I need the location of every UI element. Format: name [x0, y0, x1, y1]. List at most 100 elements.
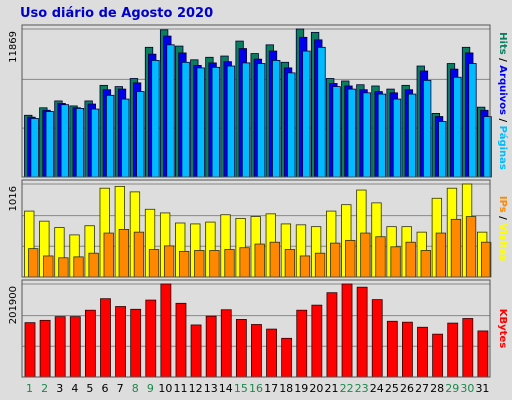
- bar-ips-day-12: [194, 250, 205, 278]
- bar-kbytes-day-13: [205, 315, 217, 378]
- x-tick-label-day-13: 13: [204, 382, 218, 395]
- bar-ips-day-21: [330, 242, 341, 278]
- bar-páginas-day-15: [241, 62, 251, 178]
- bar-ips-day-11: [179, 250, 190, 278]
- bar-ips-day-6: [103, 232, 114, 278]
- x-tick-label-day-21: 21: [324, 382, 338, 395]
- x-tick-label-day-3: 3: [56, 382, 63, 395]
- bar-kbytes-day-16: [251, 324, 262, 378]
- bar-kbytes-day-31: [477, 330, 489, 378]
- bar-kbytes-day-27: [417, 326, 428, 378]
- legend-entry-ips: IPs: [497, 196, 508, 213]
- bar-ips-day-7: [118, 229, 129, 278]
- x-tick-label-day-23: 23: [355, 382, 369, 395]
- x-tick-label-day-22: 22: [340, 382, 354, 395]
- bar-ips-day-26: [405, 241, 416, 278]
- x-tick-label-day-18: 18: [279, 382, 293, 395]
- bar-kbytes-day-3: [54, 316, 66, 378]
- bar-páginas-day-5: [90, 108, 100, 178]
- bar-kbytes-day-11: [175, 302, 187, 378]
- bar-páginas-day-16: [256, 63, 266, 178]
- bar-ips-day-30: [465, 216, 477, 278]
- bar-kbytes-day-21: [326, 292, 338, 378]
- x-tick-label-day-1: 1: [26, 382, 33, 395]
- bar-ips-day-29: [450, 218, 462, 278]
- legend-separator: /: [497, 55, 508, 66]
- bar-ips-day-25: [390, 246, 401, 278]
- bar-ips-day-27: [420, 250, 431, 278]
- bar-páginas-day-17: [272, 60, 281, 178]
- x-tick-label-day-5: 5: [86, 382, 93, 395]
- x-tick-label-day-20: 20: [309, 382, 323, 395]
- bar-kbytes-day-28: [432, 333, 444, 378]
- bar-páginas-day-14: [226, 65, 236, 178]
- bar-páginas-day-21: [332, 86, 341, 178]
- bar-páginas-day-23: [362, 92, 371, 178]
- bar-ips-day-15: [239, 247, 250, 278]
- bar-kbytes-day-23: [356, 286, 368, 378]
- x-tick-label-day-28: 28: [430, 382, 444, 395]
- x-tick-label-day-26: 26: [400, 382, 414, 395]
- legend-entry-arquivos: Arquivos: [497, 65, 508, 115]
- x-tick-label-day-27: 27: [415, 382, 429, 395]
- chart-title: Uso diário de Agosto 2020: [20, 6, 214, 21]
- bar-páginas-day-24: [377, 93, 387, 178]
- bar-ips-day-10: [163, 245, 175, 278]
- bar-páginas-day-11: [181, 61, 190, 178]
- bar-páginas-day-29: [453, 76, 462, 178]
- bar-páginas-day-19: [302, 50, 311, 178]
- bar-páginas-day-7: [121, 98, 130, 178]
- bar-kbytes-day-29: [447, 322, 459, 378]
- bar-kbytes-day-20: [311, 304, 323, 378]
- x-tick-label-day-11: 11: [174, 382, 188, 395]
- x-tick-label-day-9: 9: [147, 382, 154, 395]
- bar-páginas-day-26: [407, 93, 417, 178]
- bar-kbytes-day-15: [235, 319, 247, 378]
- bar-kbytes-day-18: [281, 337, 293, 378]
- legend-separator: /: [497, 115, 508, 126]
- x-tick-label-day-4: 4: [71, 382, 78, 395]
- bar-páginas-day-2: [45, 111, 54, 178]
- bar-ips-day-14: [224, 249, 235, 278]
- bar-kbytes-day-25: [386, 320, 398, 378]
- bar-ips-day-8: [133, 231, 145, 278]
- bar-páginas-day-1: [30, 117, 39, 178]
- bar-kbytes-day-19: [296, 309, 308, 378]
- legend-entry-visitas: Visitas: [497, 223, 508, 261]
- bar-ips-day-13: [209, 250, 220, 278]
- bar-kbytes-day-5: [84, 309, 96, 378]
- bar-ips-day-5: [88, 252, 99, 278]
- bar-páginas-day-12: [196, 67, 205, 178]
- legend-middle: IPs / Visitas: [497, 196, 508, 261]
- bar-ips-day-18: [284, 249, 296, 278]
- y-tick-label: 1016: [8, 186, 19, 211]
- bar-kbytes-day-30: [462, 318, 474, 378]
- bar-páginas-day-18: [287, 72, 296, 178]
- bar-ips-day-28: [435, 232, 447, 278]
- legend-separator: /: [497, 213, 508, 224]
- bar-páginas-day-20: [317, 46, 326, 178]
- panel-bottom-frame: [21, 279, 491, 378]
- x-tick-label-day-14: 14: [219, 382, 233, 395]
- x-tick-label-day-24: 24: [370, 382, 384, 395]
- x-tick-label-day-12: 12: [189, 382, 203, 395]
- x-tick-label-day-7: 7: [117, 382, 124, 395]
- bar-kbytes-day-7: [115, 306, 126, 378]
- panel-middle-frame: [21, 179, 491, 278]
- bar-kbytes-day-12: [190, 324, 202, 378]
- x-tick-label-day-29: 29: [445, 382, 459, 395]
- bar-kbytes-day-1: [24, 322, 36, 378]
- bar-kbytes-day-26: [402, 321, 413, 378]
- bar-kbytes-day-9: [145, 299, 157, 378]
- bar-ips-day-19: [299, 255, 311, 278]
- bar-ips-day-17: [269, 241, 280, 278]
- x-tick-label-day-6: 6: [102, 382, 109, 395]
- bar-kbytes-day-8: [130, 308, 142, 378]
- bar-kbytes-day-22: [341, 283, 353, 378]
- panel-top-frame: [21, 24, 491, 178]
- bar-páginas-day-25: [392, 98, 402, 178]
- x-tick-label-day-17: 17: [264, 382, 278, 395]
- y-tick-label: 201900: [8, 286, 19, 324]
- bar-ips-day-9: [148, 249, 160, 278]
